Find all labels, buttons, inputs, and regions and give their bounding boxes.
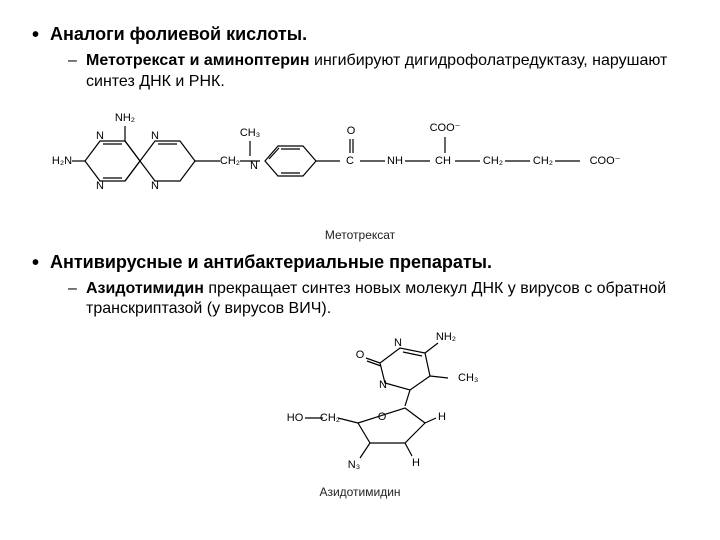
chem1-coo2: COO⁻ — [590, 155, 621, 167]
chem1-n5: N — [250, 160, 258, 172]
chem2-o-ring: O — [378, 411, 387, 423]
chem1-h2n: H₂N — [52, 155, 72, 167]
chem1-nh2: NH₂ — [115, 112, 135, 124]
chem1-ch2c: CH₂ — [533, 155, 553, 167]
section2-subtext: Азидотимидин прекращает синтез новых мол… — [86, 279, 690, 321]
section1-sub-bold: Метотрексат и аминоптерин — [86, 52, 310, 69]
chem2-nh2: NH₂ — [436, 331, 456, 343]
chem2-h2: H — [412, 457, 420, 469]
chem2-n3: N₃ — [348, 459, 360, 471]
chem2-ch3: CH₃ — [458, 372, 478, 384]
chem1-n: N — [96, 130, 104, 142]
section2-sub-bold: Азидотимидин — [86, 280, 204, 297]
chem1-n: N — [151, 130, 159, 142]
chem2-o-top: O — [356, 349, 365, 361]
chem1-n: N — [151, 180, 159, 192]
chem1-nh: NH — [387, 155, 403, 167]
chem1-ch3: CH₃ — [240, 127, 260, 139]
chem2-ho: HO — [287, 412, 304, 424]
chem1-ch: CH — [435, 155, 451, 167]
section1-subtext: Метотрексат и аминоптерин ингибируют диг… — [86, 51, 690, 93]
chem2-ch2: CH₂ — [320, 412, 340, 424]
chem1-ch2b: CH₂ — [483, 155, 503, 167]
chem1-coo1: COO⁻ — [430, 122, 461, 134]
chem1-n: N — [96, 180, 104, 192]
chem1-o: O — [347, 125, 356, 137]
chem2-n1: N — [394, 337, 402, 349]
section2-title: Антивирусные и антибактериальные препара… — [50, 252, 690, 273]
methotrexate-caption: Метотрексат — [30, 228, 690, 242]
chem2-h1: H — [438, 411, 446, 423]
chem2-n2: N — [379, 379, 387, 391]
section1-title: Аналоги фолиевой кислоты. — [50, 24, 690, 45]
azt-caption: Азидотимидин — [30, 485, 690, 499]
azt-structure: NH₂ N N CH₃ O O CH₂ HO H H N₃ Азидотимид… — [30, 328, 690, 499]
chem1-ch2: CH₂ — [220, 155, 240, 167]
methotrexate-structure: NH₂ H₂N N N N N CH₂ N CH₃ C O NH CH COO⁻… — [30, 101, 690, 242]
chem1-c: C — [346, 155, 354, 167]
